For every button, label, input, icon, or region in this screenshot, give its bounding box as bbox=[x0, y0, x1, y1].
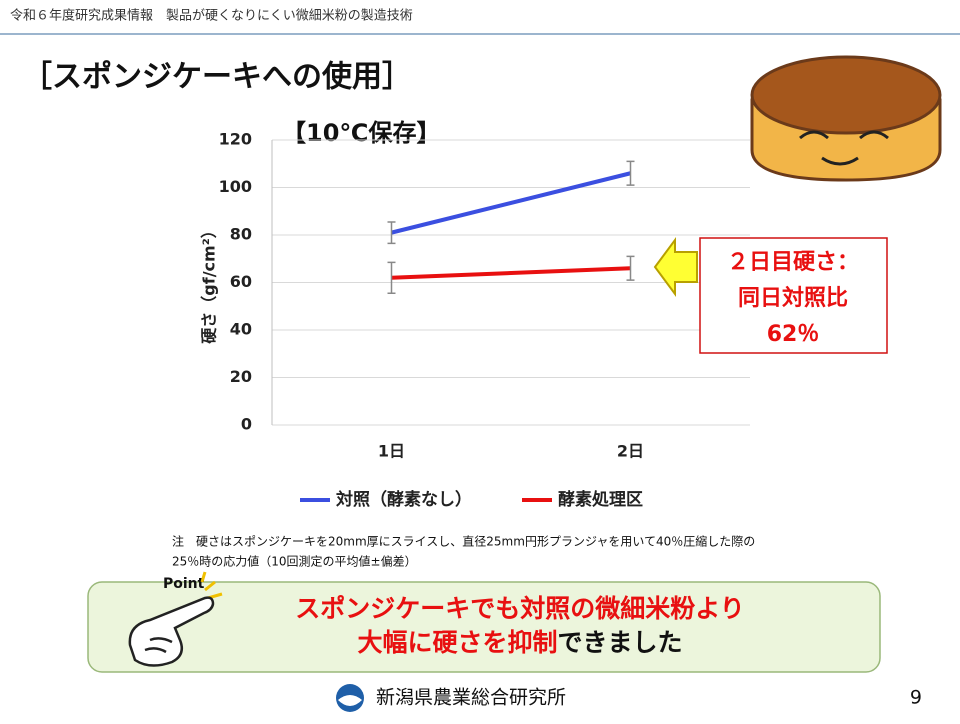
y-tick-label: 80 bbox=[230, 225, 252, 244]
callout-text: ２日目硬さ： bbox=[727, 250, 859, 275]
page-number: 9 bbox=[910, 687, 922, 709]
x-tick-label: 1日 bbox=[378, 442, 405, 461]
footer-organization: 新潟県農業総合研究所 bbox=[376, 687, 566, 709]
y-tick-label: 60 bbox=[230, 272, 252, 291]
y-tick-label: 20 bbox=[230, 367, 252, 386]
point-emphasis: 大幅に硬さを抑制 bbox=[357, 628, 557, 657]
point-line: スポンジケーキでも対照の微細米粉より bbox=[295, 594, 745, 623]
error-bar bbox=[387, 261, 396, 294]
y-axis-label: 硬さ（gf/cm²） bbox=[200, 222, 219, 343]
point-rest: できました bbox=[558, 628, 683, 657]
error-bar bbox=[626, 160, 635, 186]
callout-arrow bbox=[653, 236, 698, 298]
error-bar bbox=[626, 255, 635, 281]
y-tick-label: 120 bbox=[219, 130, 252, 149]
callout-text: 62％ bbox=[767, 322, 820, 347]
callout-text: 同日対照比 bbox=[738, 286, 848, 311]
error-bar bbox=[387, 221, 396, 245]
logo bbox=[336, 684, 364, 712]
slide-title: ［スポンジケーキへの使用］ bbox=[22, 60, 412, 95]
header: 令和６年度研究成果情報 製品が硬くなりにくい微細米粉の製造技術 bbox=[10, 8, 413, 24]
note: 注 硬さはスポンジケーキを20mm厚にスライスし、直径25mm円形プランジャを用… bbox=[172, 534, 755, 549]
series-line bbox=[391, 171, 631, 235]
y-tick-label: 0 bbox=[241, 415, 252, 434]
legend-label: 酵素処理区 bbox=[558, 489, 643, 510]
chart-title: 【10℃保存】 bbox=[282, 119, 440, 147]
note: 25％時の応力値（10回測定の平均値±偏差） bbox=[172, 554, 417, 569]
legend-label: 対照（酵素なし） bbox=[335, 489, 472, 510]
cake-illustration bbox=[750, 55, 942, 182]
point-line: 大幅に硬さを抑制できました bbox=[357, 628, 682, 657]
y-tick-label: 100 bbox=[219, 177, 252, 196]
pointing-hand bbox=[128, 596, 215, 667]
point-box bbox=[87, 581, 881, 673]
series-line bbox=[391, 266, 631, 280]
x-tick-label: 2日 bbox=[617, 442, 644, 461]
point-badge: Point bbox=[163, 576, 205, 592]
y-tick-label: 40 bbox=[230, 320, 252, 339]
callout-box bbox=[699, 237, 888, 354]
